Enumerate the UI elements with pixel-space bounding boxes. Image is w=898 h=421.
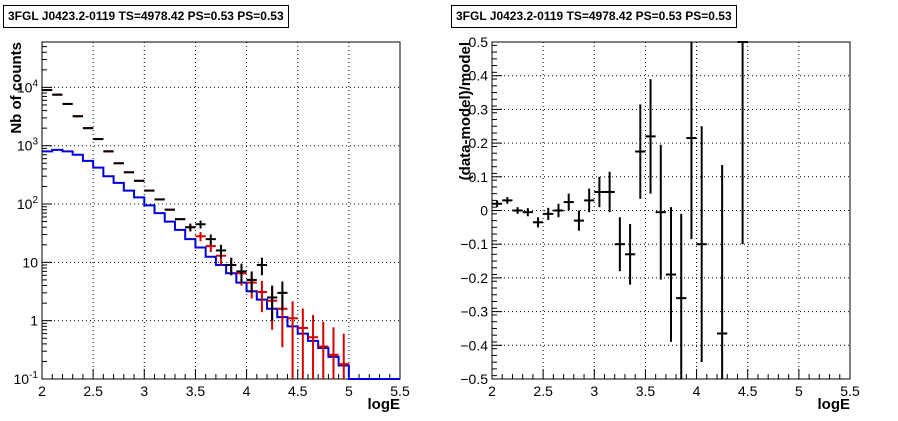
- black-data-point: [256, 257, 268, 276]
- y-tick-label: 10-1: [14, 370, 39, 387]
- y-tick-label: 1: [30, 313, 38, 329]
- x-tick-label: 4: [243, 383, 251, 399]
- x-tick-label: 3: [140, 383, 148, 399]
- residual-point: [717, 165, 728, 379]
- residual-point: [655, 144, 666, 280]
- y-tick-label: −0.2: [460, 270, 488, 286]
- residual-point: [696, 126, 707, 363]
- y-tick-label: −0.3: [460, 304, 488, 320]
- chart-title-right: 3FGL J0423.2-0119 TS=4978.42 PS=0.53 PS=…: [451, 5, 737, 28]
- residual-point: [676, 213, 687, 379]
- y-tick-label: 0.3: [469, 101, 489, 117]
- residual-point: [573, 210, 585, 231]
- x-tick-label: 2.5: [83, 383, 103, 399]
- x-tick-label: 2: [488, 383, 496, 399]
- red-data-point: [328, 327, 339, 379]
- residual-point: [645, 79, 656, 194]
- x-tick-label: 4.5: [738, 383, 758, 399]
- y-tick-label: 0.4: [469, 68, 489, 84]
- y-tick-label: 0.2: [469, 135, 489, 151]
- y-tick-label: 0.1: [469, 169, 489, 185]
- residual-point: [553, 203, 564, 218]
- black-data-point: [277, 281, 288, 311]
- x-axis-title-right: logE: [818, 396, 851, 413]
- red-data-point: [195, 232, 206, 242]
- red-data-point: [287, 301, 298, 379]
- residual-point: [665, 207, 677, 342]
- red-data-point: [338, 333, 349, 379]
- y-axis-title-left: Nb of counts: [8, 42, 25, 134]
- y-tick-label: −0.5: [460, 371, 488, 387]
- residual-point: [614, 217, 625, 272]
- y-tick-label: 103: [17, 137, 39, 154]
- residual-point: [522, 208, 533, 217]
- residual-point: [492, 200, 503, 208]
- x-tick-label: 3.5: [636, 383, 656, 399]
- x-tick-label: 5.5: [390, 383, 410, 399]
- black-data-point: [246, 271, 257, 293]
- y-tick-label: 104: [17, 78, 39, 95]
- black-data-point: [195, 220, 206, 229]
- residual-point: [502, 197, 513, 204]
- red-data-point: [318, 321, 329, 379]
- x-tick-label: 5.5: [840, 383, 860, 399]
- residual-point: [584, 188, 595, 213]
- black-data-point: [215, 244, 227, 258]
- residual-point: [624, 223, 636, 285]
- y-tick-label: 10: [22, 254, 38, 270]
- residual-point: [635, 104, 646, 199]
- residual-point: [543, 207, 554, 220]
- x-axis-title-left: logE: [368, 396, 401, 413]
- y-tick-label: −0.1: [460, 236, 488, 252]
- residual-point: [532, 217, 544, 228]
- x-tick-label: 5: [795, 383, 803, 399]
- black-data-point: [267, 285, 278, 321]
- red-data-point: [307, 315, 319, 379]
- x-tick-label: 2.5: [533, 383, 553, 399]
- black-data-point: [205, 234, 216, 245]
- black-data-point: [185, 223, 196, 232]
- x-tick-label: 4: [693, 383, 701, 399]
- model-histogram: [42, 148, 400, 380]
- y-tick-label: 0.5: [469, 34, 489, 50]
- x-tick-label: 2: [38, 383, 46, 399]
- residual-point: [563, 193, 574, 211]
- x-tick-label: 4.5: [288, 383, 308, 399]
- x-tick-label: 3: [590, 383, 598, 399]
- residual-point: [512, 207, 523, 214]
- residual-point: [594, 176, 605, 208]
- y-tick-label: 102: [17, 195, 39, 212]
- y-tick-label: 0: [480, 203, 488, 219]
- residual-point: [737, 41, 748, 245]
- x-tick-label: 3.5: [186, 383, 206, 399]
- x-tick-label: 5: [345, 383, 353, 399]
- black-data-point: [226, 257, 237, 276]
- red-data-point: [297, 308, 308, 379]
- black-data-point: [236, 263, 247, 283]
- residual-point: [686, 42, 697, 240]
- y-tick-label: −0.4: [460, 337, 488, 353]
- red-data-point: [256, 280, 268, 313]
- chart-title-left: 3FGL J0423.2-0119 TS=4978.42 PS=0.53 PS=…: [3, 5, 289, 28]
- y-axis-title-right: (data-model)/model: [457, 42, 474, 180]
- plot-frame-left: [41, 41, 401, 380]
- residual-point: [604, 171, 615, 213]
